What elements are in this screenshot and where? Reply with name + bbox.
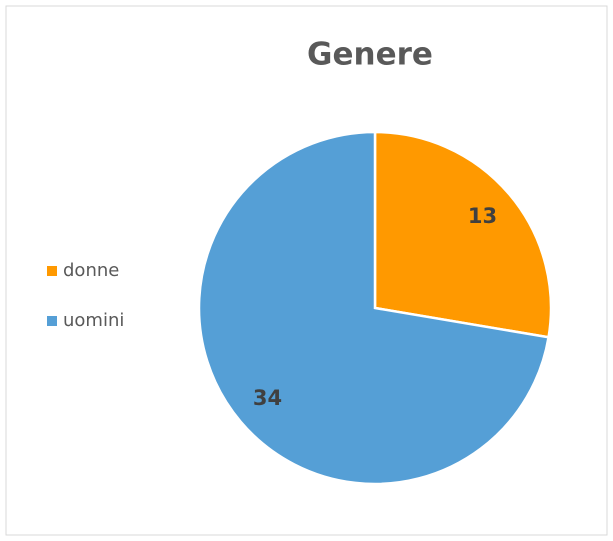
data-label: 13	[468, 204, 497, 228]
legend-label: uomini	[63, 310, 124, 331]
data-label: 34	[253, 386, 282, 410]
pie-slice	[373, 130, 553, 339]
legend-swatch	[47, 266, 57, 276]
legend-label: donne	[63, 260, 119, 281]
pie-slice	[197, 130, 550, 486]
legend-swatch	[47, 316, 57, 326]
chart-title: Genere	[307, 37, 433, 73]
